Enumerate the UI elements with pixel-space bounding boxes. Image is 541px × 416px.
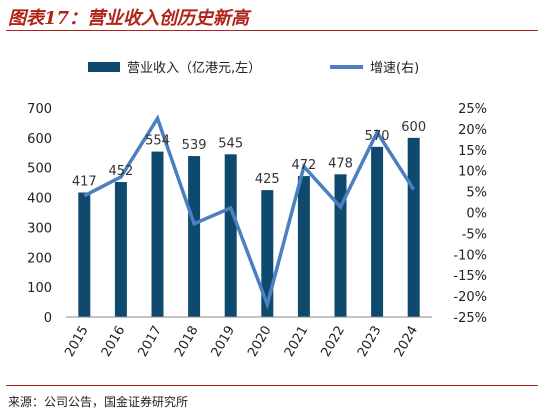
bar	[114, 182, 127, 317]
bar-data-label: 570	[365, 129, 390, 144]
growth-line	[83, 114, 416, 311]
right-axis: -25% -20% -15% -10% -5% 0% 5% 10% 15% 20% 25%	[453, 102, 487, 326]
bar-data-label: 417	[72, 174, 97, 189]
right-tick-label: -5%	[462, 227, 487, 242]
left-tick-label: 300	[27, 221, 52, 236]
right-tick-label: -10%	[453, 248, 487, 263]
x-tick-label: 2019	[209, 324, 239, 360]
bar-data-label: 554	[145, 134, 170, 149]
right-tick-label: 15%	[458, 144, 487, 159]
bar	[188, 156, 201, 317]
right-tick-label: 25%	[458, 102, 487, 117]
bar-data-label: 472	[291, 158, 316, 173]
source-note: 来源：公司公告，国金证券研究所	[8, 395, 189, 409]
right-tick-label: 0%	[466, 207, 487, 222]
x-tick-label: 2018	[172, 324, 202, 360]
bar-data-label: 452	[108, 164, 133, 179]
legend-line-label: 增速(右)	[370, 61, 419, 76]
bar-data-label: 539	[182, 138, 207, 153]
left-tick-label: 600	[27, 132, 52, 147]
chart-title: 图表17：营业收入创历史新高	[8, 8, 250, 29]
x-tick-label: 2017	[135, 324, 165, 360]
footer-divider	[6, 385, 538, 386]
right-tick-label: 5%	[466, 186, 487, 201]
bar-data-label: 600	[401, 120, 426, 135]
right-tick-label: 20%	[458, 123, 487, 138]
x-tick-label: 2015	[62, 324, 92, 360]
legend: 营业收入（亿港元,左） 增速(右)	[88, 61, 419, 76]
left-tick-label: 200	[27, 251, 52, 266]
bar	[371, 146, 384, 317]
bar-data-label: 545	[218, 136, 243, 151]
left-tick-label: 100	[27, 281, 52, 296]
bar	[297, 176, 310, 317]
bar	[78, 192, 91, 317]
bar	[224, 154, 237, 317]
legend-bar-label: 营业收入（亿港元,左）	[127, 61, 261, 76]
title-divider	[6, 30, 538, 31]
data-labels: 417 452 554 539 545 425 472 478 570 600	[72, 120, 426, 190]
right-tick-label: -20%	[453, 290, 487, 305]
chart-area: 营业收入（亿港元,左） 增速(右) 0 100 200 300 400 500 600 700…	[27, 61, 487, 360]
left-axis: 0 100 200 300 400 500 600 700	[27, 102, 52, 326]
left-tick-label: 700	[27, 102, 52, 117]
left-tick-label: 400	[27, 192, 52, 207]
x-tick-label: 2021	[282, 324, 312, 360]
bar-series	[66, 137, 432, 318]
x-tick-label: 2020	[245, 324, 275, 360]
line-series	[83, 114, 416, 311]
x-tick-label: 2016	[99, 324, 129, 360]
bar	[334, 174, 347, 317]
legend-bar-swatch	[88, 62, 120, 72]
bar-data-label: 478	[328, 156, 353, 171]
left-tick-label: 0	[44, 311, 52, 326]
x-tick-label: 2024	[392, 324, 422, 360]
right-tick-label: -15%	[453, 269, 487, 284]
x-tick-label: 2022	[318, 324, 348, 360]
bar	[261, 190, 274, 317]
x-tick-label: 2023	[355, 324, 385, 360]
bar-data-label: 425	[255, 172, 280, 187]
left-tick-label: 500	[27, 162, 52, 177]
right-tick-label: 10%	[458, 165, 487, 180]
x-axis: 2015 2016 2017 2018 2019 2020 2021 2022 2023 2024	[62, 324, 421, 360]
bar	[151, 151, 164, 317]
bar	[407, 137, 420, 317]
right-tick-label: -25%	[453, 311, 487, 326]
